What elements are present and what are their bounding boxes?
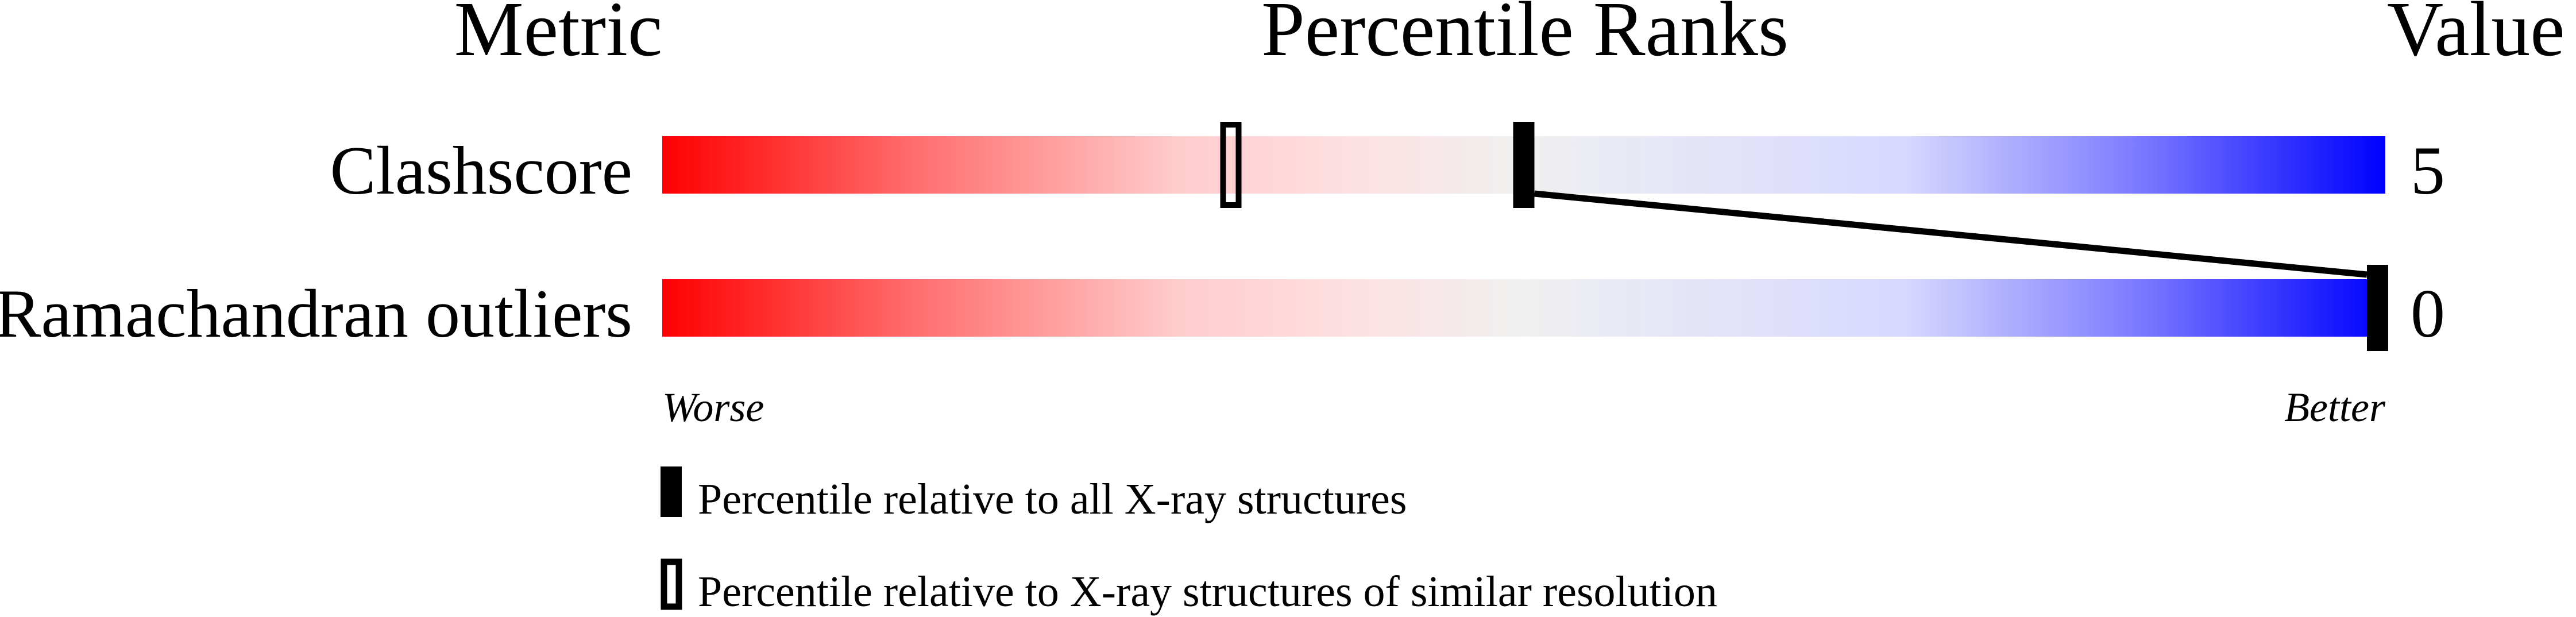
worse-label: Worse [662, 384, 764, 430]
percentile-all-marker [1513, 122, 1535, 208]
metric-label: Ramachandran outliers [0, 275, 632, 352]
better-label: Better [2284, 384, 2386, 430]
percentile-connector-line [1534, 190, 2368, 278]
metric-value: 0 [2411, 275, 2445, 352]
legend-label-all: Percentile relative to all X-ray structu… [698, 475, 1407, 523]
percentile-similar-marker [1220, 122, 1242, 208]
header-percentile-ranks: Percentile Ranks [1261, 0, 1789, 72]
percentile-all-marker [2367, 265, 2388, 351]
metric-value: 5 [2411, 132, 2445, 209]
legend-hollow-marker-icon [661, 558, 682, 610]
header-value: Value [2387, 0, 2565, 72]
header-metric: Metric [454, 0, 663, 72]
legend-label-similar: Percentile relative to X-ray structures … [698, 568, 1717, 616]
percentile-bar [662, 279, 2385, 337]
legend-filled-marker-icon [661, 466, 682, 517]
metric-label: Clashscore [330, 132, 632, 209]
